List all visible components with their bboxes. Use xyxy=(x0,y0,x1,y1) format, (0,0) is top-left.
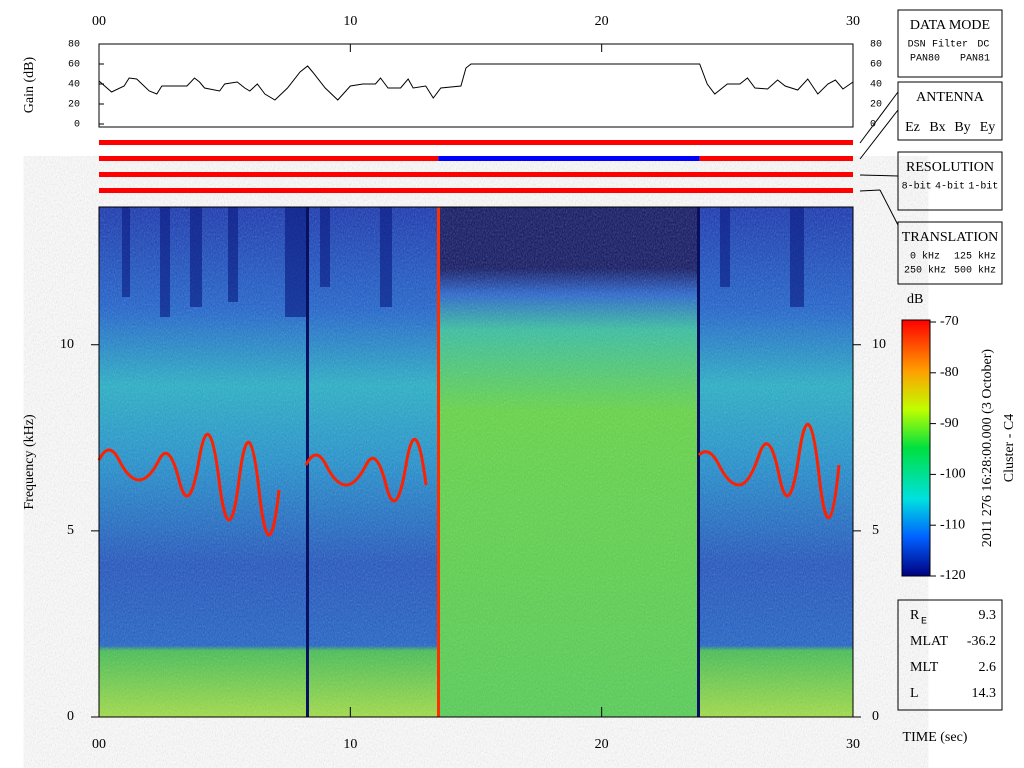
legend-item: 8-bit xyxy=(902,181,932,193)
orbit-label: L xyxy=(910,686,919,701)
y-tick-label-right: 20 xyxy=(870,100,882,111)
legend-item: PAN81 xyxy=(960,54,990,65)
legend-item: DC xyxy=(977,40,989,51)
colorbar-tick-label: -90 xyxy=(940,416,959,431)
orbit-value: 14.3 xyxy=(972,686,997,701)
legend-title: TRANSLATION xyxy=(902,230,998,245)
gain-line xyxy=(98,63,854,101)
legend-item: Ey xyxy=(980,120,996,135)
legend-title: DATA MODE xyxy=(910,18,990,33)
legend-item: 1-bit xyxy=(968,181,998,193)
legend-item: DSN xyxy=(908,40,926,51)
spacecraft: Cluster - C4 xyxy=(1002,414,1017,482)
x-tick-label: 30 xyxy=(846,14,860,29)
colorbar xyxy=(901,319,931,577)
legend-item: 0 kHz xyxy=(910,251,940,263)
status-bar xyxy=(99,188,853,193)
y-tick-label: 0 xyxy=(74,120,80,131)
legend-box xyxy=(897,9,1003,78)
colorbar-tick-label: -70 xyxy=(940,314,959,329)
spectrogram-frame xyxy=(98,206,854,718)
y-tick-label-right: 10 xyxy=(872,337,886,352)
legend-item: 250 kHz xyxy=(904,265,946,277)
y-tick-label-right: 0 xyxy=(872,709,879,724)
orbit-label: MLT xyxy=(910,660,939,675)
colorbar-tick-label: -100 xyxy=(940,467,966,482)
y-tick-label: 80 xyxy=(68,40,80,51)
colorbar-title: dB xyxy=(907,292,923,307)
x-tick-label: 00 xyxy=(92,14,106,29)
x-tick-label: 20 xyxy=(595,737,609,752)
status-bar xyxy=(99,156,439,161)
orbit-label: MLAT xyxy=(910,634,949,649)
spectrogram-image xyxy=(97,207,853,717)
x-tick-label: 10 xyxy=(343,737,357,752)
x-tick-label: 20 xyxy=(595,14,609,29)
legend-box xyxy=(897,151,1003,211)
gain-frame xyxy=(98,43,854,128)
legend-item: 125 kHz xyxy=(954,251,996,263)
legend-item: 500 kHz xyxy=(954,265,996,277)
y-tick-label-right: 80 xyxy=(870,40,882,51)
y-tick-label: 20 xyxy=(68,100,80,111)
colorbar-tick-label: -80 xyxy=(940,365,959,380)
legend-item: Bx xyxy=(929,120,945,135)
orbit-box xyxy=(897,599,1003,711)
y-tick-label-right: 0 xyxy=(870,120,876,131)
legend-box xyxy=(897,221,1003,285)
x-tick-label: 10 xyxy=(343,14,357,29)
x-tick-label: 00 xyxy=(92,737,106,752)
gain-axis-title: Gain (dB) xyxy=(22,56,37,113)
x-tick-label: 30 xyxy=(846,737,860,752)
frequency-axis-title: Frequency (kHz) xyxy=(22,414,37,510)
panel-connectors xyxy=(859,91,899,226)
y-tick-label: 40 xyxy=(68,80,80,91)
y-tick-label: 60 xyxy=(68,60,80,71)
caption: 2011 276 16:28:00.000 (3 October) xyxy=(980,349,995,548)
y-tick-label: 0 xyxy=(67,709,74,724)
status-bar xyxy=(99,172,853,177)
orbit-value: -36.2 xyxy=(967,634,996,649)
legend-box xyxy=(897,81,1003,141)
colorbar-tick-label: -120 xyxy=(940,568,966,583)
y-tick-label: 5 xyxy=(67,523,74,538)
status-bar xyxy=(438,156,700,161)
time-axis-title: TIME (sec) xyxy=(903,730,968,745)
legend-item: Ez xyxy=(905,120,920,135)
orbit-value: 9.3 xyxy=(979,608,997,623)
legend-title: ANTENNA xyxy=(916,90,985,105)
status-bar xyxy=(99,140,853,145)
legend-item: 4-bit xyxy=(935,181,965,193)
orbit-subscript: E xyxy=(921,617,927,628)
y-tick-label-right: 5 xyxy=(872,523,879,538)
orbit-label: R xyxy=(910,608,920,623)
y-tick-label-right: 60 xyxy=(870,60,882,71)
legend-item: Filter xyxy=(932,39,968,51)
y-tick-label-right: 40 xyxy=(870,80,882,91)
status-bar xyxy=(699,156,853,161)
legend-title: RESOLUTION xyxy=(906,160,994,175)
legend-item: By xyxy=(954,120,970,135)
y-tick-label: 10 xyxy=(60,337,74,352)
colorbar-tick-label: -110 xyxy=(940,517,965,532)
legend-item: PAN80 xyxy=(910,54,940,65)
orbit-value: 2.6 xyxy=(979,660,997,675)
